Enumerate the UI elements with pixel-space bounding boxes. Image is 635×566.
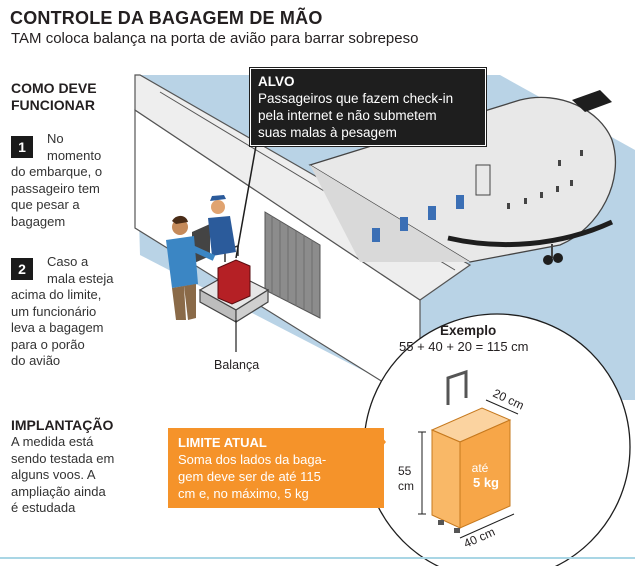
headline: CONTROLE DA BAGAGEM DE MÃO: [10, 8, 323, 28]
limit-arrow: [376, 430, 386, 454]
step-2-text: Caso a mala esteja acima do limite, um f…: [11, 254, 114, 368]
limit-box: LIMITE ATUAL Soma dos lados da baga- gem…: [168, 428, 384, 508]
weight-line2: 5 kg: [473, 475, 499, 490]
scale-label: Balança: [214, 358, 260, 372]
dimension-lines: [418, 399, 519, 539]
passenger-figure: [166, 215, 216, 320]
jet-bridge-door: [264, 211, 321, 319]
example-formula: 55 + 40 + 20 = 115 cm: [399, 339, 529, 354]
cockpit-window: [572, 90, 612, 112]
footer-rule: [0, 557, 635, 559]
luggage-body: [430, 407, 512, 533]
step-1-number: 1: [11, 136, 33, 158]
implementation-text: A medida está sendo testada em alguns vo…: [11, 434, 115, 515]
step-2-number: 2: [11, 258, 33, 280]
target-callout: ALVO Passageiros que fazem check-in pela…: [250, 68, 486, 146]
weight-line1: até: [472, 461, 489, 475]
how-title: COMO DEVE FUNCIONAR: [11, 80, 97, 113]
example-title: Exemplo: [440, 323, 497, 338]
dim-height-value: 55: [398, 464, 412, 478]
step-1-text: No momento do embarque, o passageiro tem…: [11, 131, 103, 229]
airplane-stripe: [447, 219, 614, 248]
subheadline: TAM coloca balança na porta de avião par…: [11, 30, 419, 47]
attendant-figure: [208, 195, 236, 256]
landing-gear: [543, 244, 563, 265]
airplane-windows: [372, 195, 464, 242]
luggage-handle: [446, 369, 468, 405]
dim-height-unit: cm: [398, 479, 414, 493]
implementation-title: IMPLANTAÇÃO: [11, 417, 114, 433]
